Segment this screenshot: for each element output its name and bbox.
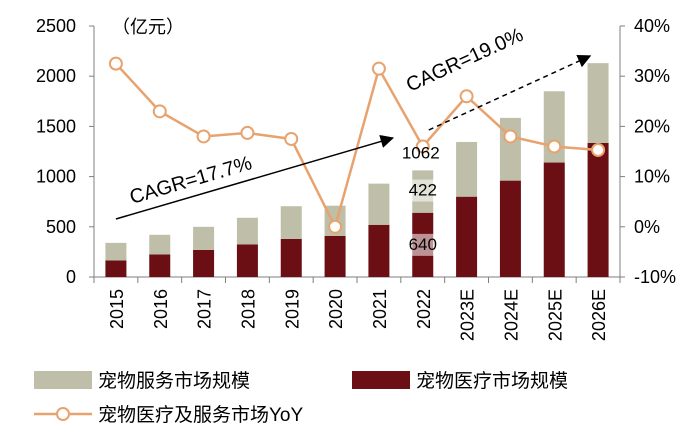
legend-swatch-medical <box>352 371 410 389</box>
right-tick-label: 0% <box>634 217 660 237</box>
bar-service <box>280 206 302 239</box>
bar-service <box>456 141 478 197</box>
bar-service <box>499 117 521 181</box>
bar-medical <box>368 224 390 277</box>
yoy-point <box>591 142 606 157</box>
cagr-arrow-historic <box>115 134 395 220</box>
x-tick-label: 2016 <box>151 289 171 329</box>
left-tick-label: 0 <box>66 267 76 287</box>
x-tick-label: 2017 <box>195 289 215 329</box>
yoy-point <box>108 56 123 71</box>
left-tick-label: 500 <box>46 217 76 237</box>
right-tick-label: 30% <box>634 66 670 86</box>
legend-label-yoy: 宠物医疗及服务市场YoY <box>98 404 303 426</box>
bar-medical <box>236 244 258 277</box>
yoy-point <box>152 104 167 119</box>
x-tick-label: 2018 <box>238 289 258 329</box>
data-label-total: 1062 <box>402 143 440 162</box>
data-label-service-bg <box>406 179 439 202</box>
bar-medical <box>456 196 478 277</box>
yoy-point <box>284 131 299 146</box>
bar-medical <box>587 142 609 277</box>
right-tick-label: -10% <box>634 267 676 287</box>
bar-service <box>368 183 390 225</box>
axes <box>89 25 625 283</box>
bar-medical <box>193 249 215 277</box>
yoy-point <box>328 219 343 234</box>
x-tick-label: 2023E <box>458 289 478 341</box>
legend-label-medical: 宠物医疗市场规模 <box>416 370 568 392</box>
bar-medical <box>543 162 565 277</box>
cagr-arrow-forecast <box>428 54 592 131</box>
legend-swatch-service <box>34 371 92 389</box>
bar-service <box>193 226 215 250</box>
cagr-label-historic: CAGR=17.7% <box>127 152 254 209</box>
yoy-line-layer <box>108 56 606 234</box>
legend-swatch-yoy-marker <box>56 407 70 421</box>
left-tick-label: 2500 <box>36 16 76 36</box>
x-tick-label: 2026E <box>589 289 609 341</box>
data-label-medical: 640 <box>409 235 437 254</box>
yoy-point <box>371 61 386 76</box>
x-tick-label: 2019 <box>282 289 302 329</box>
x-tick-label: 2025E <box>545 289 565 341</box>
x-tick-label: 2024E <box>501 289 521 341</box>
bar-medical <box>105 260 127 277</box>
bar-service <box>149 234 171 255</box>
left-tick-label: 1500 <box>36 116 76 136</box>
bar-medical <box>149 254 171 277</box>
bar-service <box>236 217 258 245</box>
bar-service <box>587 63 609 143</box>
yoy-line <box>114 62 599 231</box>
yoy-point <box>503 129 518 144</box>
bar-medical <box>499 180 521 277</box>
left-tick-label: 1000 <box>36 167 76 187</box>
x-tick-label: 2021 <box>370 289 390 329</box>
right-tick-label: 10% <box>634 167 670 187</box>
right-tick-label: 20% <box>634 116 670 136</box>
right-tick-label: 40% <box>634 16 670 36</box>
yoy-point <box>415 139 430 154</box>
bar-service <box>105 242 127 261</box>
data-label-service: 422 <box>409 181 437 200</box>
x-tick-label: 2020 <box>326 289 346 329</box>
x-tick-label: 2015 <box>107 289 127 329</box>
yoy-point <box>196 129 211 144</box>
x-tick-label: 2022 <box>414 289 434 329</box>
data-label-medical-bg <box>406 233 439 256</box>
left-tick-label: 2000 <box>36 66 76 86</box>
legend-label-service: 宠物服务市场规模 <box>98 370 250 392</box>
unit-label: （亿元） <box>112 17 184 37</box>
bar-layer <box>105 63 609 277</box>
bar-medical <box>324 235 346 277</box>
yoy-point <box>459 89 474 104</box>
tick-label-layer: 0 500 1000 1500 2000 2500 -10% 0% 10% 20% 30% 40% （亿… <box>36 16 676 341</box>
cagr-label-forecast: CAGR=19.0% <box>403 24 527 97</box>
yoy-point <box>547 139 562 154</box>
yoy-point <box>240 125 255 140</box>
bar-medical <box>280 238 302 277</box>
